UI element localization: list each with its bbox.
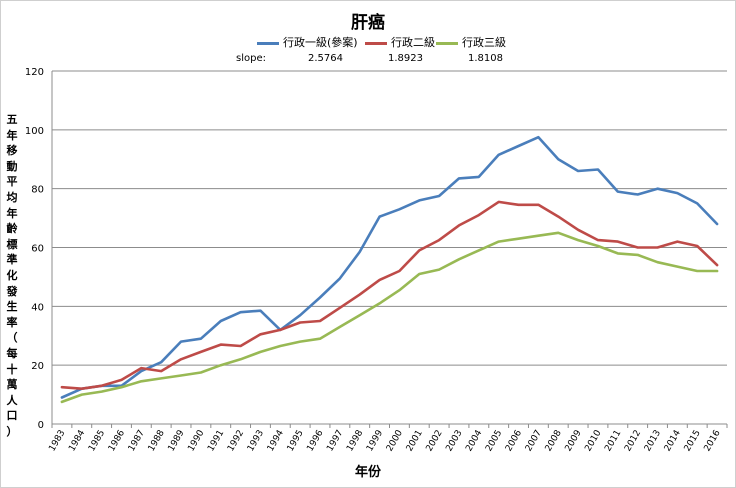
legend: 行政一級(參案) 行政二級 行政三級 bbox=[0, 34, 736, 50]
x-tick-label: 2005 bbox=[484, 429, 504, 454]
x-tick-label: 2006 bbox=[504, 428, 524, 453]
x-tick-label: 2010 bbox=[583, 428, 603, 453]
y-tick-label: 0 bbox=[38, 420, 44, 431]
legend-swatch-series-2 bbox=[365, 41, 387, 45]
legend-item-series-1: 行政一級(參案) bbox=[257, 34, 358, 50]
x-tick-label: 2016 bbox=[703, 428, 723, 453]
legend-label-series-2: 行政二級 bbox=[391, 36, 435, 49]
x-tick-label: 1991 bbox=[206, 429, 226, 454]
y-axis-label-char: 十 bbox=[6, 362, 18, 376]
y-axis-label-char: 生 bbox=[6, 300, 18, 314]
y-axis-label-char: 準 bbox=[6, 253, 18, 267]
x-tick-label: 1984 bbox=[67, 428, 87, 453]
x-tick-label: 1987 bbox=[127, 429, 147, 454]
slope-label: slope: bbox=[236, 53, 266, 64]
x-tick-label: 1992 bbox=[226, 429, 246, 454]
y-axis-label-char: 萬 bbox=[6, 378, 18, 392]
y-axis-label-char: 化 bbox=[6, 268, 18, 282]
x-tick-label: 1985 bbox=[87, 429, 107, 454]
y-axis-label-char: 年 bbox=[6, 206, 18, 220]
x-tick-label: 2014 bbox=[663, 428, 683, 453]
y-axis-label-char: 均 bbox=[6, 190, 18, 204]
y-axis-label-char: 率 bbox=[6, 315, 18, 329]
y-axis-label: 五年移動平均年齡標準化發生率（每十萬人口） bbox=[2, 112, 22, 438]
y-axis-label-char: 年 bbox=[6, 128, 18, 142]
x-tick-label: 2007 bbox=[524, 429, 544, 454]
y-axis-label-char: 齡 bbox=[6, 222, 18, 236]
legend-swatch-series-3 bbox=[436, 41, 458, 45]
series-line-2 bbox=[60, 200, 719, 391]
chart-title: 肝癌 bbox=[351, 13, 385, 33]
x-tick-label: 2001 bbox=[405, 429, 425, 454]
legend-item-series-2: 行政二級 bbox=[365, 34, 435, 50]
x-axis-label: 年份 bbox=[354, 465, 381, 480]
y-axis-label-char: 每 bbox=[6, 346, 18, 360]
legend-label-series-3: 行政三級 bbox=[462, 36, 506, 49]
series-line-1 bbox=[60, 135, 719, 399]
x-tick-label: 2008 bbox=[544, 428, 564, 453]
x-tick-label: 1986 bbox=[107, 428, 127, 453]
x-tick-label: 1993 bbox=[246, 429, 266, 454]
x-tick-label: 2015 bbox=[683, 429, 703, 454]
x-tick-label: 2004 bbox=[464, 428, 484, 453]
slope-value-series-1: 2.5764 bbox=[308, 53, 343, 64]
y-tick-label: 20 bbox=[31, 361, 44, 372]
x-tick-label: 1999 bbox=[365, 428, 385, 453]
y-axis-label-char: （ bbox=[6, 331, 18, 345]
x-tick-label: 2003 bbox=[444, 429, 464, 454]
y-tick-label: 80 bbox=[31, 185, 44, 196]
legend-item-series-3: 行政三級 bbox=[436, 34, 506, 50]
y-tick-label: 120 bbox=[25, 67, 44, 78]
y-tick-label: 100 bbox=[25, 126, 44, 137]
y-tick-label: 60 bbox=[31, 244, 44, 255]
x-tick-label: 2000 bbox=[385, 428, 405, 453]
x-tick-label: 2002 bbox=[425, 429, 445, 454]
y-axis-label-char: 五 bbox=[6, 113, 18, 126]
slope-value-series-2: 1.8923 bbox=[388, 53, 423, 64]
y-axis-label-char: 標 bbox=[6, 237, 18, 251]
x-tick-label: 1997 bbox=[325, 429, 345, 454]
y-axis-label-char: 動 bbox=[6, 159, 18, 173]
y-axis-label-char: 口 bbox=[6, 409, 18, 423]
series-line-3 bbox=[60, 231, 719, 404]
x-tick-label: 2012 bbox=[623, 429, 643, 454]
y-tick-label: 40 bbox=[31, 302, 44, 313]
legend-swatch-series-1 bbox=[257, 41, 279, 45]
x-tick-label: 1994 bbox=[266, 428, 286, 453]
x-tick-label: 1996 bbox=[305, 428, 325, 453]
x-tick-label: 2011 bbox=[603, 429, 623, 454]
y-axis-label-char: 發 bbox=[6, 284, 18, 298]
x-tick-label: 1990 bbox=[186, 428, 206, 453]
x-tick-label: 2009 bbox=[564, 428, 584, 453]
x-tick-label: 1995 bbox=[286, 429, 306, 454]
y-axis-label-char: 平 bbox=[6, 175, 18, 189]
y-axis-label-char: ） bbox=[6, 424, 18, 438]
y-axis-label-char: 人 bbox=[6, 393, 18, 407]
x-tick-label: 1988 bbox=[147, 428, 167, 453]
y-axis-label-char: 移 bbox=[6, 144, 18, 158]
slope-value-series-3: 1.8108 bbox=[468, 53, 503, 64]
x-tick-label: 2013 bbox=[643, 429, 663, 454]
x-tick-label: 1998 bbox=[345, 428, 365, 453]
slope-row: slope: 2.5764 1.8923 1.8108 bbox=[0, 53, 736, 67]
x-tick-label: 1989 bbox=[167, 428, 187, 453]
legend-label-series-1: 行政一級(參案) bbox=[283, 36, 358, 49]
x-tick-label: 1983 bbox=[47, 429, 67, 454]
